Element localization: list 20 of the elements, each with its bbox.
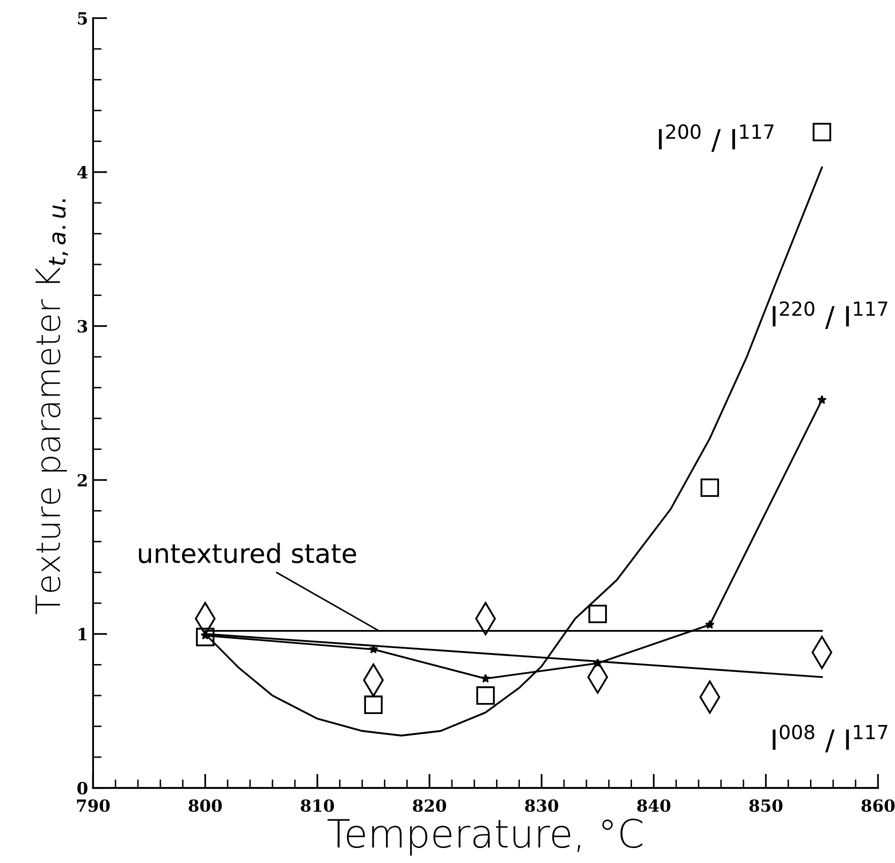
annotation: untextured state — [138, 542, 356, 564]
x-tick-label: 820 — [412, 799, 446, 812]
y-tick-label: 4 — [77, 166, 88, 178]
y-tick-label: 5 — [78, 12, 87, 25]
annotation: I$^{200}$ / I$^{117}$ — [658, 124, 774, 152]
y-tick-label: 2 — [78, 474, 87, 486]
x-tick-label: 850 — [749, 799, 782, 812]
x-tick-label: 800 — [188, 799, 222, 812]
x-tick-label: 840 — [637, 799, 670, 812]
y-tick-label: 1 — [78, 628, 87, 640]
x-tick-label: 860 — [861, 799, 895, 812]
y-tick-label: 3 — [78, 320, 88, 333]
annotation: I$^{008}$ / I$^{117}$ — [772, 724, 888, 752]
annotation: I$^{220}$ / I$^{117}$ — [772, 301, 888, 329]
x-tick-label: 810 — [300, 799, 334, 812]
x-tick-label: 830 — [525, 799, 558, 812]
x-tick-label: 790 — [77, 799, 110, 812]
y-axis-title: Texture parameter K$_{t,a.u.}$ — [36, 199, 68, 614]
x-axis-title: Temperature, °C — [328, 818, 642, 856]
y-tick-label: 0 — [77, 782, 88, 794]
